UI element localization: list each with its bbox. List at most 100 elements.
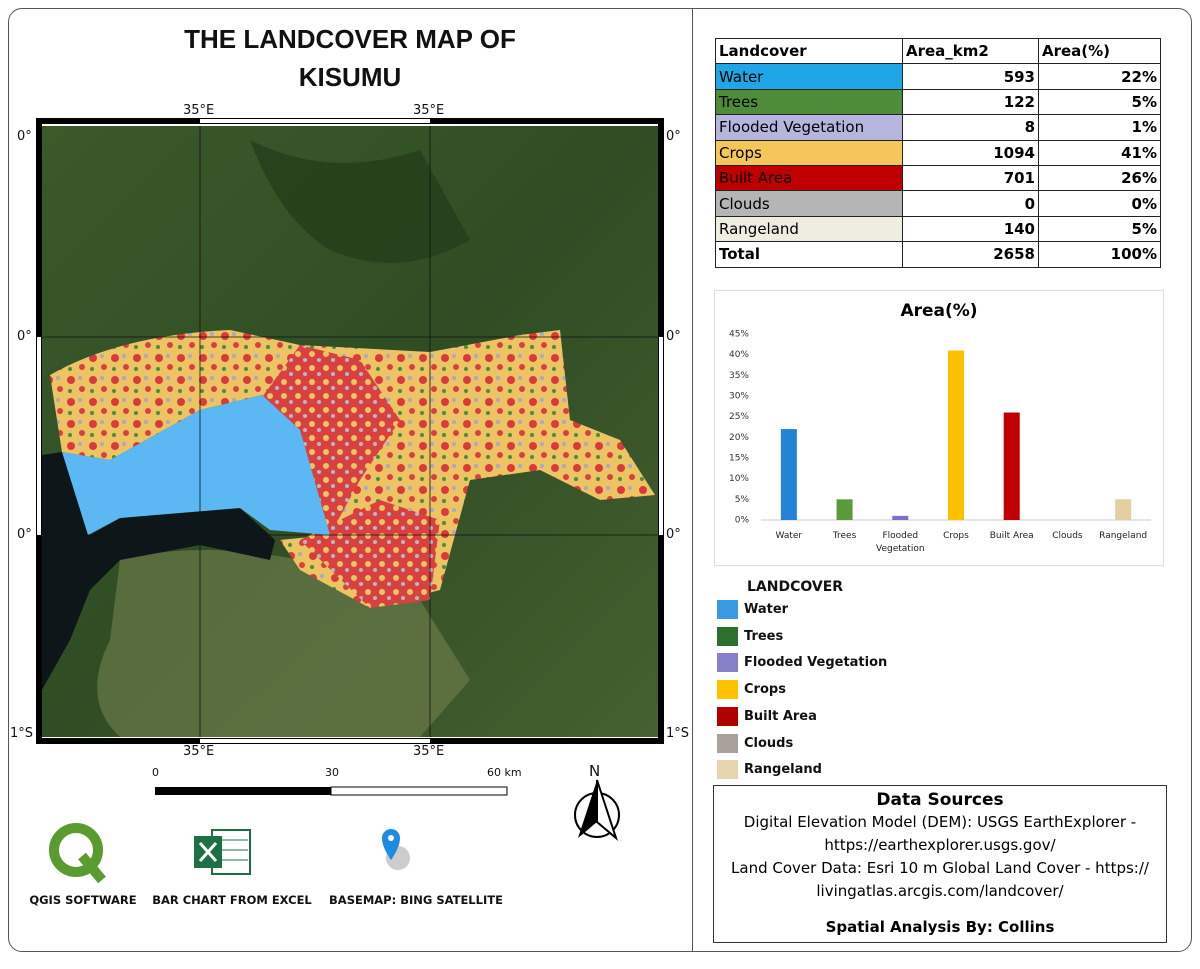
bing-logo [382,829,410,870]
table-cell: Rangeland [715,215,903,243]
scale-label: 0 [152,766,159,779]
legend-label: Water [744,602,789,617]
table-row: Clouds 0 0% [715,190,1161,217]
map-label: 1°S [10,726,34,741]
legend-label: Trees [744,628,784,644]
map-label: 0° [17,329,32,344]
table-row: Crops 1094 41% [715,139,1161,166]
y-tick-label: 20% [729,433,749,443]
chart: Area(%) 0% 5% 10% 15% 20% 25% 30% 35% 40% 45% Wat… [714,290,1164,566]
credit: QGIS SOFTWARE [29,893,137,907]
table-cell: 41% [1038,139,1161,166]
table-cell: 1094 [902,139,1039,166]
y-tick-label: 15% [729,454,749,464]
table-header: Landcover Area_km2 Area(%) [715,37,1161,65]
table-cell: 2658 [902,241,1039,268]
table-cell: 122 [902,88,1039,116]
bar [948,350,964,520]
frame [8,8,1192,952]
data-source-line: https://earthexplorer.usgs.gov/ [824,836,1056,854]
bar [780,429,797,520]
table-cell: 0 [902,190,1039,217]
bar [836,499,853,520]
x-tick-label: Water [775,531,803,541]
analyst-credit: Spatial Analysis By: Collins [825,918,1055,936]
legend-label: Flooded Vegetation [744,655,888,671]
north-arrow [574,779,620,842]
header-cell: Area(%) [1038,37,1161,65]
qgis-logo [49,823,106,884]
map-area [36,118,664,884]
legend-swatch [717,626,738,646]
table-cell: 593 [902,63,1039,90]
y-tick-label: 35% [729,371,749,381]
table-row: Water 593 22% [715,63,1161,90]
data-sources-title: Data Sources [876,790,1004,810]
data-sources: Data Sources Digital Elevation Model (DE… [713,785,1167,943]
legend-swatch [717,653,738,673]
x-tick-label: Crops [943,531,969,541]
table-row: Flooded Vegetation 8 1% [715,114,1161,141]
map-label: 35°E [413,103,445,118]
chart-plot: 0% 5% 10% 15% 20% 25% 30% 35% 40% 45% [729,330,1151,526]
credit: BAR CHART FROM EXCEL [152,893,312,907]
legend-swatch [717,706,738,726]
legend-swatch [717,600,738,619]
header-cell: Landcover [715,37,903,65]
y-tick-label: 0% [735,516,750,526]
scale-bar [155,786,508,796]
x-tick-label: Rangeland [1099,531,1148,541]
legend-swatch [717,760,738,780]
excel-logo [194,829,251,875]
map-label: 0° [17,129,32,144]
table-row: Rangeland 140 5% [715,215,1161,243]
bar [1115,499,1132,520]
table-cell: 0% [1038,190,1161,217]
divider [692,8,693,952]
north-label: N [589,762,601,780]
y-tick-label: 30% [729,392,749,402]
table-cell: 701 [902,164,1039,192]
map-label: 35°E [183,744,215,759]
map [36,118,664,744]
table-cell: Crops [715,139,903,166]
map-label: 0° [666,527,681,542]
table-cell: Trees [715,88,903,116]
table-row: Built Area 701 26% [715,164,1161,192]
title: KISUMU [298,62,402,92]
data-source-line: livingatlas.arcgis.com/landcover/ [816,882,1064,900]
legend-title: LANDCOVER [747,579,844,595]
x-tick-label: Clouds [1052,531,1083,541]
y-tick-label: 10% [729,474,749,484]
table-row: Total 2658 100% [715,241,1161,268]
y-tick-label: 5% [735,495,750,505]
table-cell: 5% [1038,215,1161,243]
table-cell: 1% [1038,114,1161,141]
table-cell: 8 [902,114,1039,141]
scale-label: 60 km [487,766,522,779]
map-label: 35°E [413,744,445,759]
legend-swatch [717,733,738,753]
table-cell: Total [715,241,903,268]
chart-title: Area(%) [900,301,978,321]
table-cell: 22% [1038,63,1161,90]
table-cell: Flooded Vegetation [715,114,903,141]
table-cell: 100% [1038,241,1161,268]
table-cell: 5% [1038,88,1161,116]
data-source-line: Digital Elevation Model (DEM): USGS Eart… [743,813,1137,831]
data-sources-lines: Digital Elevation Model (DEM): USGS Eart… [714,811,1166,903]
y-tick-label: 40% [729,350,749,360]
map-label: 0° [17,527,32,542]
data-source-line: Land Cover Data: Esri 10 m Global Land C… [731,859,1149,877]
map-label: 0° [666,129,681,144]
x-tick-label: Trees [832,531,857,541]
y-tick-label: 45% [729,330,749,340]
scale-label: 30 [325,766,339,779]
title: THE LANDCOVER MAP OF [184,24,516,54]
table-cell: Built Area [715,164,903,192]
legend-swatch [717,680,738,700]
table-cell: Water [715,63,903,90]
header-cell: Area_km2 [902,37,1039,65]
legend-label: Crops [744,682,786,698]
